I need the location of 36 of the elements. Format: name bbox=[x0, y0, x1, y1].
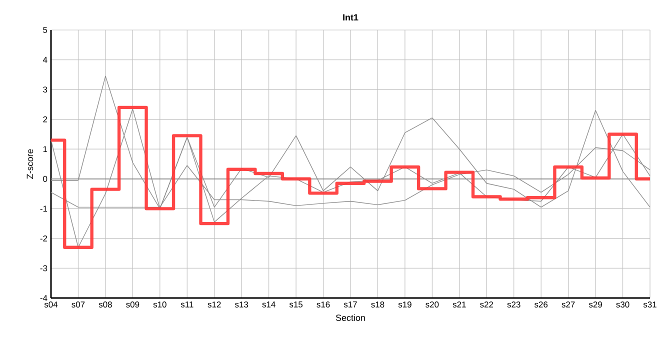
x-tick-label: s27 bbox=[562, 302, 575, 308]
x-tick-label: s09 bbox=[126, 302, 140, 308]
y-tick-label: 5 bbox=[43, 27, 48, 33]
x-tick-label: s18 bbox=[371, 302, 384, 308]
x-tick-label: s04 bbox=[44, 302, 58, 308]
x-tick-label: s16 bbox=[316, 302, 330, 308]
y-axis-title: Z-score bbox=[26, 149, 34, 179]
y-tick-label: 4 bbox=[42, 56, 48, 63]
x-tick-label: s23 bbox=[507, 302, 520, 308]
x-tick-label: s30 bbox=[616, 302, 630, 308]
x-tick-label: s10 bbox=[153, 302, 166, 308]
chart-title: Int1 bbox=[343, 14, 358, 20]
x-tick-label: s26 bbox=[534, 302, 548, 308]
x-tick-label: s29 bbox=[588, 302, 602, 308]
x-tick-label: s11 bbox=[180, 302, 194, 308]
x-tick-label: s08 bbox=[98, 302, 112, 308]
x-tick-label: s13 bbox=[235, 302, 248, 308]
x-tick-label: s12 bbox=[208, 302, 221, 308]
y-tick-label: -4 bbox=[40, 295, 48, 301]
x-tick-label: s19 bbox=[398, 302, 412, 308]
y-tick-label: -3 bbox=[40, 265, 48, 272]
y-tick-label: 0 bbox=[43, 176, 48, 182]
x-tick-label: s07 bbox=[72, 302, 85, 308]
y-tick-label: 3 bbox=[43, 86, 48, 93]
x-tick-label: s21 bbox=[452, 302, 466, 308]
y-tick-label: 1 bbox=[43, 146, 48, 152]
y-tick-label: -2 bbox=[40, 235, 48, 242]
x-tick-label: s15 bbox=[289, 302, 303, 308]
x-tick-label: s14 bbox=[262, 302, 276, 308]
x-tick-label: s22 bbox=[480, 302, 494, 308]
x-tick-label: s31 bbox=[643, 302, 656, 308]
x-tick-label: s17 bbox=[344, 302, 357, 308]
y-tick-label: -1 bbox=[40, 206, 48, 212]
x-tick-label: s20 bbox=[426, 302, 439, 308]
y-tick-label: 2 bbox=[43, 116, 48, 122]
x-axis-title: Section bbox=[336, 314, 365, 321]
